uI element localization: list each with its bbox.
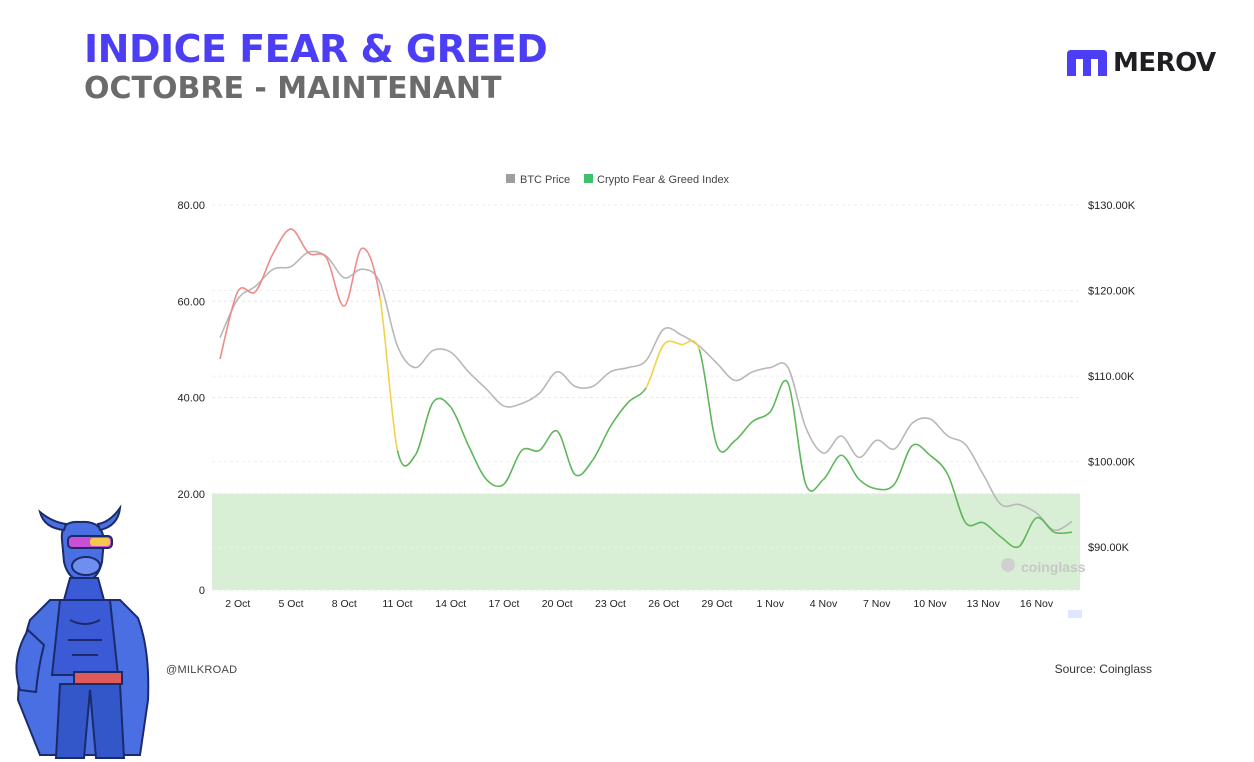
fear-greed-segment [787, 382, 807, 485]
y-right-tick-label: $130.00K [1088, 200, 1136, 212]
fear-greed-segment [751, 411, 771, 423]
fear-greed-segment [272, 228, 292, 254]
fear-greed-segment [822, 454, 842, 480]
merov-logo-icon [1067, 50, 1107, 76]
btc-price-line [219, 250, 1073, 532]
fear-greed-segment [538, 429, 558, 452]
fear-greed-segment [254, 252, 274, 293]
x-tick-label: 20 Oct [542, 598, 573, 610]
fear-greed-segment [1018, 517, 1037, 548]
fear-greed-segment [219, 291, 239, 360]
logo-text: MEROV [1113, 48, 1216, 78]
fear-greed-segment [308, 252, 328, 259]
bull-mascot-illustration [15, 504, 150, 759]
fear-greed-segment [414, 401, 434, 456]
source-credit: Source: Coinglass [1054, 662, 1152, 676]
legend-swatch-index [584, 174, 593, 183]
fear-greed-segment [467, 445, 487, 480]
fear-greed-segment [964, 521, 984, 527]
fear-greed-segment [681, 339, 701, 350]
legend-label-btc: BTC Price [520, 174, 570, 186]
fear-greed-segment [521, 447, 540, 452]
fear-greed-segment [1053, 531, 1073, 535]
watermark-text: coinglass [1021, 559, 1086, 575]
x-tick-label: 5 Oct [278, 598, 303, 610]
fear-greed-segment [858, 478, 877, 490]
chart-container: BTC Price Crypto Fear & Greed Index 80.00 6… [177, 174, 1136, 618]
y-right-tick-label: $100.00K [1088, 457, 1136, 469]
x-tick-label: 16 Nov [1020, 598, 1054, 610]
fear-greed-segment [592, 425, 612, 461]
fear-greed-segment [982, 521, 1002, 538]
y-left-tick-label: 80.00 [177, 200, 205, 212]
x-tick-label: 11 Oct [382, 598, 412, 610]
fear-greed-segment [804, 478, 825, 492]
fear-greed-segment [929, 454, 949, 475]
y-left-tick-label: 40.00 [177, 393, 205, 405]
page-subtitle: OCTOBRE - MAINTENANT [84, 71, 502, 106]
y-right-tick-label: $90.00K [1088, 542, 1130, 554]
x-tick-label: 29 Oct [702, 598, 733, 610]
x-tick-label: 1 Nov [757, 598, 785, 610]
x-tick-label: 23 Oct [595, 598, 626, 610]
legend-swatch-btc [506, 174, 515, 183]
fear-greed-segment [663, 340, 682, 346]
y-left-tick-label: 20.00 [177, 489, 205, 501]
fear-greed-segment [432, 397, 452, 408]
fear-greed-segment [769, 379, 789, 413]
fear-greed-segment [485, 478, 505, 488]
x-tick-label: 13 Nov [967, 598, 1001, 610]
x-tick-label: 2 Oct [225, 598, 250, 610]
x-tick-label: 26 Oct [648, 598, 679, 610]
fear-greed-segment [893, 445, 913, 485]
watermark-icon [1001, 558, 1015, 572]
x-tick-label: 14 Oct [435, 598, 466, 610]
fear-greed-segment [574, 459, 594, 477]
page-title: INDICE FEAR & GREED [84, 27, 548, 71]
fear-greed-segment [343, 247, 363, 307]
y-right-tick-label: $120.00K [1088, 286, 1136, 298]
x-tick-label: 4 Nov [810, 598, 838, 610]
extreme-fear-zone [212, 493, 1080, 590]
fear-greed-segment [840, 454, 860, 480]
x-tick-label: 7 Nov [863, 598, 891, 610]
fear-greed-segment [734, 420, 754, 442]
fear-greed-segment [645, 344, 665, 389]
fear-greed-segment [556, 430, 576, 476]
y-right-tick-label: $110.00K [1088, 371, 1135, 383]
fear-greed-segment [361, 247, 381, 297]
fear-greed-segment [396, 450, 416, 467]
fear-greed-segment [450, 406, 470, 446]
fear-greed-segment [716, 440, 736, 453]
fear-greed-segment [609, 401, 629, 427]
y-left-tick-label: 0 [199, 585, 205, 597]
fear-greed-chart: BTC Price Crypto Fear & Greed Index 80.00 6… [177, 174, 1136, 618]
legend-label-index: Crypto Fear & Greed Index [597, 174, 730, 186]
x-tick-label: 8 Oct [332, 598, 357, 610]
fear-greed-segment [876, 483, 896, 491]
fear-greed-segment [290, 228, 310, 254]
fear-greed-segment [698, 349, 718, 446]
fear-greed-segment [1036, 516, 1055, 533]
fear-greed-segment [947, 474, 967, 524]
social-handle: @MILKROAD [166, 664, 238, 676]
x-tick-label: 10 Nov [913, 598, 947, 610]
x-tick-label: 17 Oct [489, 598, 520, 610]
fear-greed-segment [325, 257, 346, 307]
fear-greed-segment [378, 296, 399, 451]
fear-greed-segment [1000, 536, 1020, 549]
fear-greed-segment [237, 287, 257, 294]
merov-logo: MEROV [1067, 48, 1216, 78]
fear-greed-segment [627, 387, 647, 403]
fear-greed-segment [911, 443, 931, 456]
scroll-indicator [1068, 610, 1082, 618]
y-left-tick-label: 60.00 [177, 296, 205, 308]
fear-greed-segment [503, 449, 523, 485]
